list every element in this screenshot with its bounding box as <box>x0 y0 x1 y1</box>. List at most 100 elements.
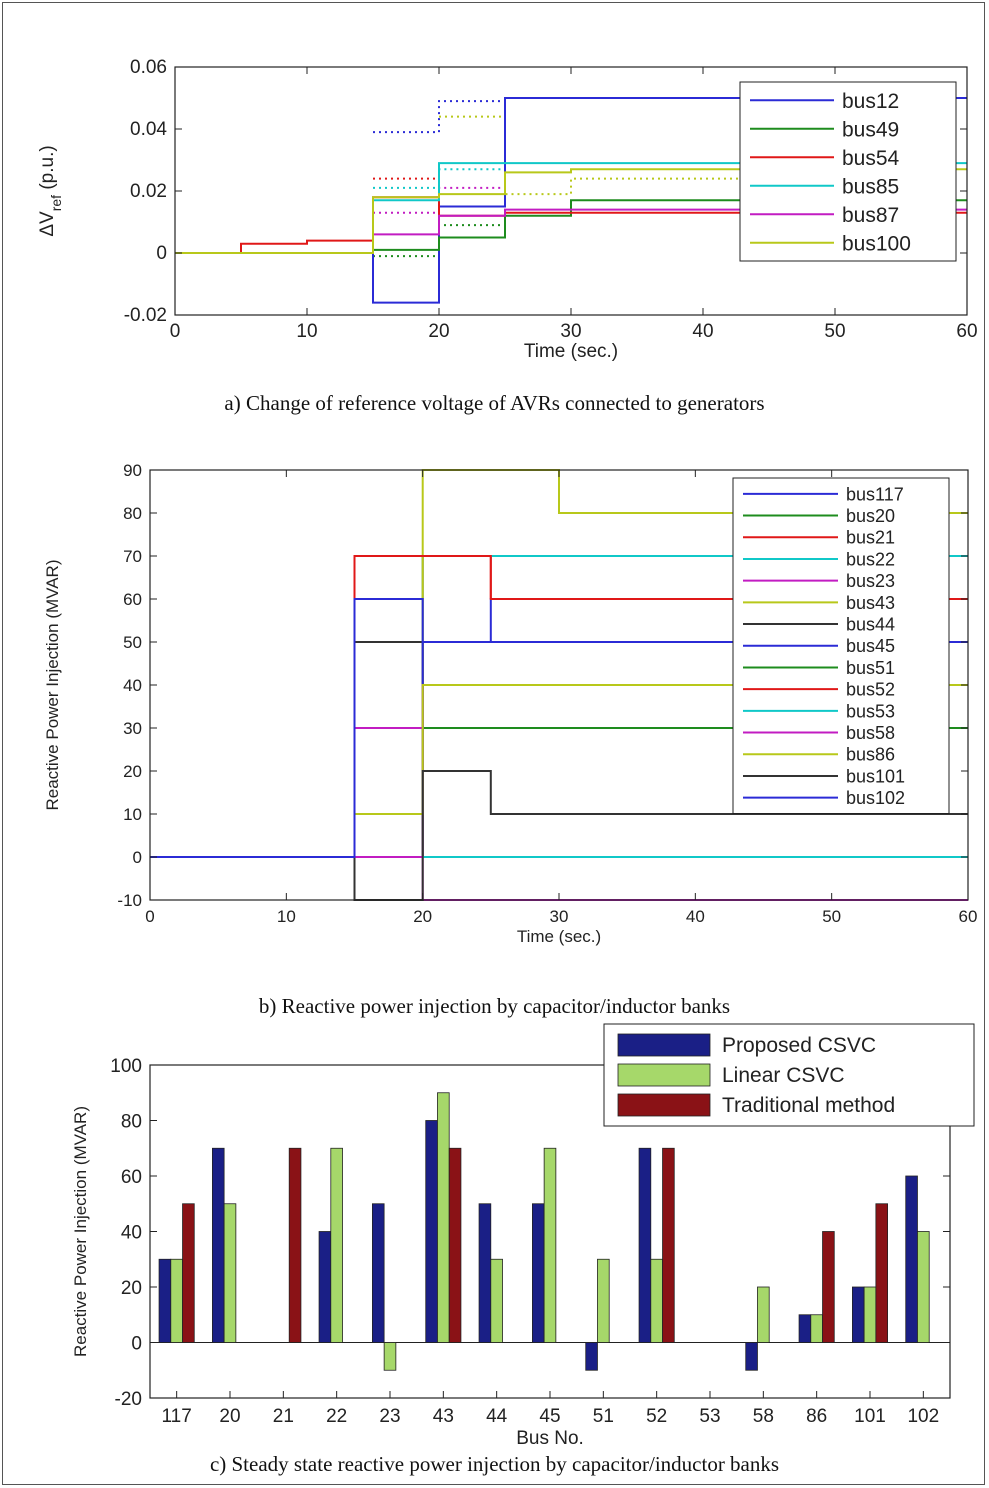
y-tick-label: 40 <box>121 1223 142 1244</box>
y-tick-label: 50 <box>123 633 142 652</box>
legend-label: bus100 <box>842 232 911 255</box>
legend-label: bus21 <box>846 528 895 548</box>
bar <box>383 1342 397 1371</box>
y-tick-label: 70 <box>123 547 142 566</box>
x-axis-label: Bus No. <box>516 1428 584 1449</box>
legend-label: bus53 <box>846 701 895 721</box>
x-tick-label: 0 <box>170 321 181 342</box>
y-tick-label: 20 <box>123 762 142 781</box>
bar <box>158 1258 172 1343</box>
caption-b: b) Reactive power injection by capacitor… <box>258 994 731 1018</box>
x-tick-label: 21 <box>273 1406 294 1427</box>
y-tick-label: 0 <box>131 1334 142 1355</box>
bar <box>223 1203 237 1343</box>
caption-c: c) Steady state reactive power injection… <box>209 1452 780 1476</box>
y-axis-label: Reactive Power Injection (MVAR) <box>43 560 62 811</box>
y-tick-label: 40 <box>123 676 142 695</box>
legend-label: bus20 <box>846 506 895 526</box>
x-tick-label: 30 <box>550 907 569 926</box>
legend-swatch <box>617 1093 711 1117</box>
series-line-bus100 <box>175 168 967 254</box>
bar <box>662 1147 675 1343</box>
bar <box>585 1342 598 1371</box>
x-tick-label: 10 <box>296 321 317 342</box>
x-tick-label: 60 <box>959 907 978 926</box>
x-tick-label: 50 <box>822 907 841 926</box>
legend-label: bus22 <box>846 549 895 569</box>
legend-label: Linear CSVC <box>722 1064 845 1087</box>
legend-label: Traditional method <box>722 1094 895 1117</box>
legend-label: bus58 <box>846 723 895 743</box>
y-tick-label: 60 <box>123 590 142 609</box>
legend-label: bus43 <box>846 593 895 613</box>
bar <box>211 1147 225 1343</box>
legend-label: bus45 <box>846 636 895 656</box>
x-axis-label: Time (sec.) <box>517 927 601 946</box>
legend-label: bus86 <box>846 745 895 765</box>
legend-box <box>739 81 957 262</box>
y-tick-label: -0.02 <box>124 305 167 326</box>
legend-label: bus52 <box>846 680 895 700</box>
y-axis-label: Reactive Power Injection (MVAR) <box>71 1106 90 1357</box>
bar <box>437 1092 450 1343</box>
bar <box>543 1147 557 1343</box>
x-tick-label: 52 <box>646 1406 667 1427</box>
legend-label: bus49 <box>842 118 899 141</box>
x-tick-label: 60 <box>956 321 977 342</box>
legend-label: bus87 <box>842 204 899 227</box>
legend-swatch <box>617 1033 711 1057</box>
caption-a: a) Change of reference voltage of AVRs c… <box>224 391 765 415</box>
x-tick-label: 23 <box>379 1406 400 1427</box>
bar <box>917 1231 930 1343</box>
x-tick-label: 102 <box>907 1406 939 1427</box>
bar <box>757 1286 770 1343</box>
bar <box>650 1258 663 1343</box>
x-tick-label: 117 <box>162 1406 192 1427</box>
x-tick-label: 20 <box>413 907 432 926</box>
x-tick-label: 20 <box>219 1406 240 1427</box>
y-tick-label: 0.02 <box>130 181 167 202</box>
x-tick-label: 53 <box>699 1406 720 1427</box>
x-tick-label: 40 <box>686 907 705 926</box>
y-tick-label: 10 <box>123 805 142 824</box>
x-tick-label: 43 <box>433 1406 454 1427</box>
bar <box>448 1147 462 1343</box>
legend-label: bus102 <box>846 788 905 808</box>
bar <box>863 1286 877 1343</box>
bar <box>638 1147 652 1343</box>
y-tick-label: 30 <box>123 719 142 738</box>
y-tick-label: 60 <box>121 1167 142 1188</box>
y-tick-label: 0.04 <box>130 119 167 140</box>
y-tick-label: 0.06 <box>130 57 167 78</box>
y-axis-label: ΔVref (p.u.) <box>37 145 64 236</box>
bar <box>318 1231 332 1343</box>
y-tick-label: 90 <box>123 461 142 480</box>
y-tick-label: -20 <box>115 1389 142 1410</box>
x-tick-label: 30 <box>560 321 581 342</box>
x-tick-label: 45 <box>539 1406 560 1427</box>
y-tick-label: 80 <box>121 1112 142 1133</box>
x-tick-label: 44 <box>486 1406 508 1427</box>
legend-label: bus51 <box>846 658 895 678</box>
legend-label: Proposed CSVC <box>722 1034 876 1057</box>
legend-label: bus101 <box>846 766 905 786</box>
legend-label: bus44 <box>846 615 895 635</box>
bar <box>288 1147 302 1343</box>
bar <box>905 1175 918 1343</box>
chart-steady-state-bars: 117 20 21 22 23 43 44 45 51 52 53 58 86 101 102 -20 0 20 4… <box>71 1023 975 1449</box>
y-tick-label: 20 <box>121 1278 142 1299</box>
series-line-bus101 <box>150 770 968 901</box>
x-tick-label: 86 <box>806 1406 827 1427</box>
dotted-series-line <box>439 115 769 196</box>
bar <box>852 1286 865 1343</box>
bar <box>490 1258 503 1343</box>
x-axis-label: Time (sec.) <box>524 341 618 362</box>
x-tick-label: 40 <box>692 321 713 342</box>
y-tick-label: 0 <box>156 243 167 264</box>
x-tick-label: 22 <box>326 1406 347 1427</box>
bar <box>170 1258 183 1343</box>
bar <box>330 1147 343 1343</box>
x-tick-label: 101 <box>854 1406 886 1427</box>
